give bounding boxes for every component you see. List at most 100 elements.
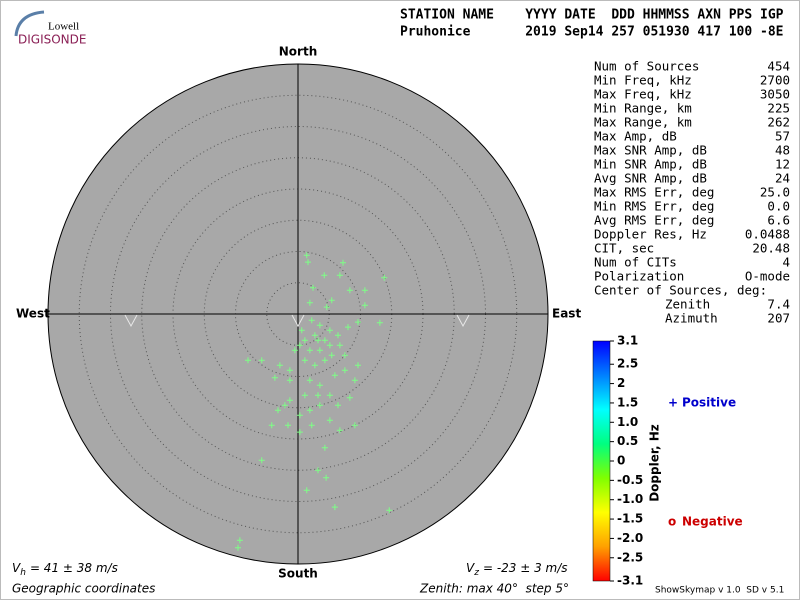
source-point <box>315 392 321 399</box>
source-point <box>258 357 265 364</box>
stat-value: 12 <box>775 157 790 172</box>
stat-label: Max SNR Amp, dB <box>594 143 707 158</box>
colorbar-tick-label: 2.5 <box>617 357 638 371</box>
source-point <box>301 357 308 364</box>
source-point <box>303 252 310 259</box>
colorbar-tick-label: 2 <box>617 376 625 390</box>
source-point <box>245 357 251 364</box>
stat-value: 0.0488 <box>745 227 790 242</box>
source-point <box>258 457 265 464</box>
version: ShowSkymap v 1.0 SD v 5.1 <box>655 586 784 596</box>
stat-value: O-mode <box>745 269 790 284</box>
source-point <box>341 367 348 374</box>
stat-value: 454 <box>767 59 790 74</box>
source-point <box>326 342 333 349</box>
source-point <box>326 327 333 334</box>
source-point <box>345 324 351 331</box>
source-point <box>306 299 313 306</box>
logo-swoosh <box>14 10 45 37</box>
colorbar-tick-label: -1.0 <box>617 492 643 506</box>
source-point <box>286 377 293 384</box>
legend-symbol: o <box>668 515 676 529</box>
colorbar-tick-label: -1.5 <box>617 512 643 526</box>
source-point <box>268 422 275 429</box>
colorbar-tick-label: -3.1 <box>617 574 643 588</box>
source-point <box>306 377 313 384</box>
stat-value: 225 <box>767 101 790 116</box>
stat-value: 262 <box>767 115 790 130</box>
source-point <box>235 544 241 551</box>
direction-south: South <box>278 567 318 581</box>
source-point <box>321 272 328 279</box>
source-point <box>346 394 353 401</box>
source-point <box>306 407 313 414</box>
source-point <box>315 467 321 474</box>
source-point <box>236 537 243 544</box>
source-point <box>316 347 323 354</box>
center-label: Azimuth <box>665 311 718 326</box>
source-point <box>285 422 291 429</box>
source-point <box>286 367 293 374</box>
source-point <box>361 287 368 294</box>
stat-value: 3050 <box>760 87 790 102</box>
legend-symbol: + <box>668 396 678 410</box>
colorbar-tick-label: -2.5 <box>617 550 643 564</box>
source-point <box>311 332 318 339</box>
center-heading: Center of Sources, deg: <box>594 283 767 298</box>
source-point <box>286 397 293 404</box>
source-point <box>351 422 358 429</box>
source-point <box>336 427 343 434</box>
source-point <box>301 392 308 399</box>
source-point <box>336 272 343 279</box>
source-point <box>321 337 328 344</box>
velocity-symbol: V <box>466 561 475 575</box>
stat-label: Polarization <box>594 269 684 284</box>
source-point <box>323 474 330 481</box>
coordinates-note: Geographic coordinates <box>12 582 155 596</box>
source-point <box>376 319 383 326</box>
colorbar-tick-label: 0 <box>617 454 625 468</box>
stat-label: Max Freq, kHz <box>594 87 692 102</box>
legend-text: Negative <box>682 515 743 529</box>
stat-label: Min SNR Amp, dB <box>594 157 707 172</box>
source-point <box>276 362 283 369</box>
source-point <box>316 402 323 409</box>
velocity-text: = 41 ± 38 m/s <box>30 561 118 575</box>
antenna-marker <box>456 314 470 328</box>
source-point <box>296 342 303 349</box>
direction-north: North <box>279 45 317 59</box>
velocity-vertical: Vz = -23 ± 3 m/s <box>466 561 568 578</box>
legend-text: Positive <box>682 396 736 410</box>
stat-label: Avg RMS Err, deg <box>594 213 714 228</box>
colorbar-tick-label: -0.5 <box>617 473 643 487</box>
logo-top: Lowell <box>48 21 79 33</box>
stat-label: Doppler Res, Hz <box>594 227 707 242</box>
source-point <box>301 337 308 344</box>
center-value: 7.4 <box>767 297 790 312</box>
source-point <box>310 284 316 291</box>
source-point <box>271 374 278 381</box>
antenna-marker <box>291 314 305 328</box>
stat-value: 0.0 <box>767 199 790 214</box>
stat-label: Max RMS Err, deg <box>594 185 714 200</box>
direction-west: West <box>16 307 50 321</box>
colorbar-tick-label: 3.1 <box>617 334 638 348</box>
colorbar-tick-label: -2.0 <box>617 531 643 545</box>
source-point <box>386 507 393 514</box>
stat-label: Num of Sources <box>594 59 699 74</box>
stat-label: Max Range, km <box>594 115 692 130</box>
source-point <box>381 274 388 281</box>
header-values: Pruhonice 2019 Sep14 257 051930 417 100 … <box>400 25 784 40</box>
stat-value: 4 <box>782 255 790 270</box>
velocity-subscript: z <box>473 568 479 578</box>
logo-bottom: DIGISONDE <box>18 33 86 47</box>
source-point <box>308 422 315 429</box>
source-point <box>323 304 330 311</box>
stat-label: Min Range, km <box>594 101 692 116</box>
stat-value: 48 <box>775 143 790 158</box>
header-columns: STATION NAME YYYY DATE DDD HHMMSS AXN PP… <box>400 8 784 23</box>
stat-label: Min RMS Err, deg <box>594 199 714 214</box>
source-point <box>308 317 315 324</box>
source-point <box>315 337 321 344</box>
velocity-horizontal: Vh = 41 ± 38 m/s <box>12 561 118 578</box>
